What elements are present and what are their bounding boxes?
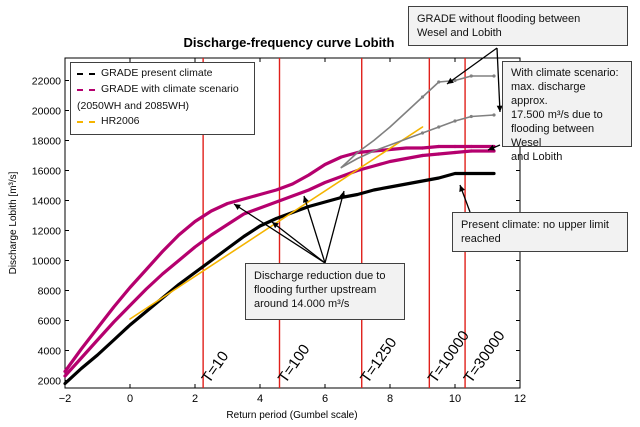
legend-swatch-present (77, 73, 95, 75)
annotation-arrow-1 (496, 47, 501, 113)
annotation-arrow-7 (324, 190, 345, 264)
legend-swatch-hr2006 (77, 121, 95, 123)
callout-present-climate: Present climate: no upper limit reached (452, 212, 628, 252)
callout-climate-line1: With climate scenario: (511, 67, 619, 79)
legend-item-climate: GRADE with climate scenario (71, 83, 254, 99)
series-point-1-23 (437, 152, 441, 156)
series-point-5-7 (453, 119, 457, 123)
callout-without-flooding-line2: Wesel and Lobith (417, 27, 502, 39)
y-tick-label-1: 4000 (38, 346, 62, 358)
annotation-arrow-5 (271, 221, 326, 264)
callout-reduction-line1: Discharge reduction due to (254, 270, 386, 282)
y-tick-label-3: 8000 (38, 286, 62, 298)
annotation-arrowhead-0 (447, 77, 454, 84)
y-tick-label-6: 14000 (32, 196, 61, 208)
y-tick-label-4: 10000 (32, 256, 61, 268)
callout-without-flooding-line1: GRADE without flooding between (417, 13, 581, 25)
annotation-arrowhead-5 (272, 222, 279, 229)
series-point-5-5 (420, 131, 425, 135)
series-line-4 (340, 75, 495, 169)
legend-label-hr2006: HR2006 (101, 115, 140, 127)
series-point-4-6 (437, 80, 441, 84)
y-tick-label-0: 2000 (38, 376, 62, 388)
series-line-1 (63, 149, 496, 378)
chart-title: Discharge-frequency curve Lobith (184, 35, 395, 50)
legend-item-climate-cont: (2050WH and 2085WH) (71, 99, 254, 115)
y-tick-label-9: 20000 (32, 106, 61, 118)
series-point-4-8 (469, 74, 473, 78)
x-tick-label-4: 6 (322, 393, 328, 405)
series-layer (63, 74, 496, 386)
legend-label-climate: GRADE with climate scenario (101, 83, 239, 95)
series-point-4-9 (492, 74, 496, 78)
annotation-arrowhead-1 (496, 105, 503, 112)
y-tick-label-5: 12000 (32, 226, 61, 238)
callout-climate-line4: flooding between Wesel (511, 123, 595, 149)
series-point-2-23 (437, 144, 441, 149)
annotation-arrowhead-3 (459, 185, 465, 192)
series-point-4-5 (420, 95, 425, 99)
y-tick-label-2: 6000 (38, 316, 62, 328)
x-tick-label-3: 4 (257, 393, 263, 405)
series-point-5-6 (437, 125, 441, 129)
callout-climate-line5: and Lobith (511, 151, 563, 163)
series-point-4-7 (453, 78, 457, 83)
annotation-arrowhead-6 (303, 196, 309, 203)
x-tick-label-0: −2 (59, 393, 72, 405)
series-line-5 (340, 114, 495, 169)
series-point-1-24 (453, 150, 457, 155)
x-tick-label-6: 10 (449, 393, 461, 405)
series-line-0 (63, 171, 496, 386)
callout-without-flooding: GRADE without flooding between Wesel and… (408, 6, 628, 46)
annotation-arrowhead-2 (488, 144, 495, 151)
callout-reduction: Discharge reduction due to flooding furt… (245, 263, 405, 320)
x-axis-label: Return period (Gumbel scale) (226, 410, 357, 421)
callout-reduction-line3: around 14.000 m³/s (254, 298, 350, 310)
series-point-5-8 (469, 114, 473, 119)
axes-layer: −2 0 2 4 6 8 10 12 2000 4000 6000 8000 10000 12000 140… (32, 58, 526, 405)
series-point-1-25 (469, 149, 473, 153)
callout-climate-line3: 17.500 m³/s due to (511, 109, 603, 121)
legend: GRADE present climate GRADE with climate… (70, 62, 255, 135)
series-line-2 (63, 144, 496, 374)
series-point-2-22 (420, 146, 425, 150)
series-point-1-22 (420, 153, 425, 158)
annotation-arrows (233, 47, 503, 264)
annotation-arrowhead-7 (339, 191, 346, 198)
y-axis-label: Discharge Lobith [m³/s] (8, 171, 19, 274)
x-tick-label-1: 0 (127, 393, 133, 405)
annotation-arrow-6 (303, 195, 326, 264)
callout-climate-scenario: With climate scenario: max. discharge ap… (502, 61, 632, 163)
annotation-arrow-4 (233, 203, 326, 264)
series-point-5-9 (492, 113, 496, 117)
callout-present-line2: reached (461, 233, 501, 245)
callout-climate-line2: max. discharge approx. (511, 81, 586, 107)
legend-item-hr2006: HR2006 (71, 115, 254, 131)
annotation-arrowhead-4 (234, 204, 241, 210)
series-point-2-25 (469, 144, 473, 149)
legend-item-present: GRADE present climate (71, 67, 254, 83)
x-tick-label-7: 12 (514, 393, 526, 405)
x-tick-label-5: 8 (387, 393, 393, 405)
legend-swatch-climate (77, 89, 95, 91)
annotation-arrow-0 (446, 47, 498, 85)
callout-present-line1: Present climate: no upper limit (461, 219, 609, 231)
legend-label-climate-cont: (2050WH and 2085WH) (77, 100, 190, 112)
x-tick-label-2: 2 (192, 393, 198, 405)
legend-label-present: GRADE present climate (101, 67, 213, 79)
y-tick-label-10: 22000 (32, 76, 61, 88)
y-tick-label-8: 18000 (32, 136, 61, 148)
series-point-2-24 (453, 144, 457, 149)
y-tick-label-7: 16000 (32, 166, 61, 178)
callout-reduction-line2: flooding further upstream (254, 284, 377, 296)
